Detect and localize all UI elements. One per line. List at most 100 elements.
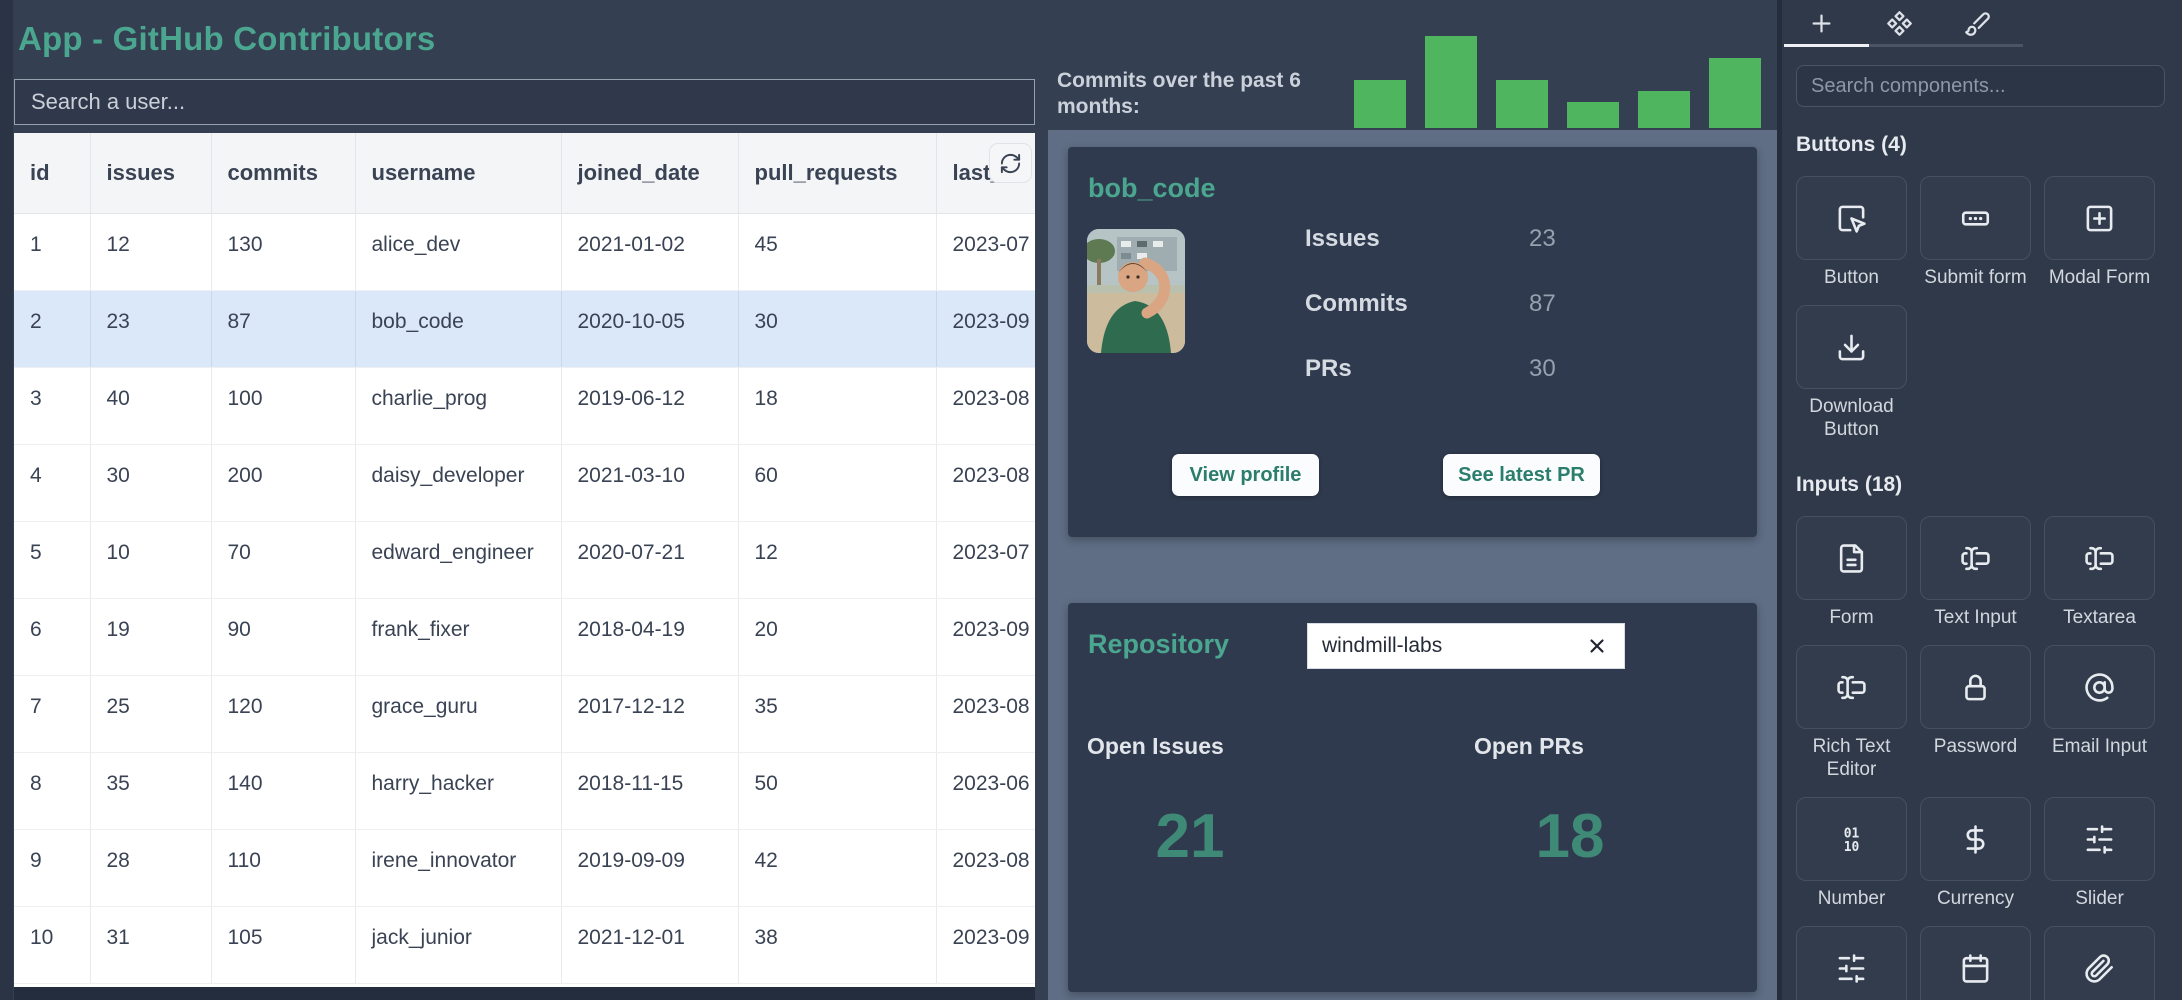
palette-item[interactable] [2044, 926, 2155, 1000]
stat-label: PRs [1305, 355, 1352, 382]
table-row[interactable]: 5 10 70 edward_engineer 2020-07-21 12 2023-07 [14, 521, 1035, 599]
palette-item[interactable]: Password [1920, 645, 2031, 781]
table-cell: 2021-01-02 [561, 213, 739, 291]
component-tile[interactable] [2044, 516, 2155, 600]
column-header: pull_requests [738, 133, 937, 214]
contributors-table: id issues commits username joined_date pull_r… [14, 133, 1035, 1000]
table-row[interactable]: 9 28 110 irene_innovator 2019-09-09 42 2023-08 [14, 829, 1035, 907]
component-tile[interactable] [1920, 516, 2031, 600]
component-label: Modal Form [2048, 267, 2151, 288]
component-tile[interactable] [1796, 516, 1907, 600]
component-tile[interactable] [2044, 797, 2155, 881]
component-label: Number [1817, 888, 1886, 909]
component-tile[interactable] [1796, 926, 1907, 1000]
palette-item[interactable] [1920, 926, 2031, 1000]
palette-item[interactable]: Rich Text Editor [1796, 645, 1907, 781]
repository-card: Repository Open Issues Open PRs 21 18 [1068, 603, 1757, 992]
avatar [1087, 229, 1185, 353]
component-tile[interactable] [1920, 176, 2031, 260]
table-row[interactable]: 1 12 130 alice_dev 2021-01-02 45 2023-07 [14, 213, 1035, 291]
sidebar-tab[interactable] [1938, 0, 2016, 47]
tab-icon [1964, 10, 1991, 37]
component-tile[interactable] [1920, 797, 2031, 881]
refresh-button[interactable] [989, 143, 1032, 183]
sidebar-tab[interactable] [1860, 0, 1938, 47]
see-latest-pr-button[interactable]: See latest PR [1443, 454, 1600, 496]
table-cell: 23 [90, 290, 212, 368]
user-stats: Issues 23 Commits 87 PRs 30 [1305, 225, 1605, 420]
column-header: username [355, 133, 562, 214]
table-cell: 60 [738, 444, 937, 522]
component-icon [2084, 953, 2115, 984]
table-cell: 2023-09 [936, 906, 1035, 984]
palette-item[interactable]: Submit form [1920, 176, 2031, 289]
column-header: id [14, 133, 91, 214]
palette-item[interactable]: Modal Form [2044, 176, 2155, 289]
table-row[interactable]: 6 19 90 frank_fixer 2018-04-19 20 2023-09 [14, 598, 1035, 676]
table-cell: 6 [14, 598, 91, 676]
table-cell: 2 [14, 290, 91, 368]
stat-row: Issues 23 [1305, 225, 1605, 290]
component-icon [1836, 543, 1867, 574]
palette-item[interactable]: Button [1796, 176, 1907, 289]
component-tile[interactable] [1796, 305, 1907, 389]
component-label: Slider [2075, 888, 2124, 909]
stat-label: Issues [1305, 225, 1380, 252]
component-search-input[interactable] [1796, 65, 2165, 107]
table-cell: harry_hacker [355, 752, 562, 830]
component-tile[interactable] [2044, 176, 2155, 260]
component-tile[interactable] [1796, 797, 1907, 881]
table-cell: jack_junior [355, 906, 562, 984]
component-tile[interactable] [1920, 926, 2031, 1000]
tabbar-underline [1869, 44, 2023, 47]
repository-input[interactable] [1322, 634, 1584, 658]
palette-item[interactable]: Download Button [1796, 305, 1907, 441]
tab-icon [1886, 10, 1913, 37]
view-profile-button[interactable]: View profile [1172, 454, 1319, 496]
palette-item[interactable]: Currency [1920, 797, 2031, 910]
page-title: App - GitHub Contributors [18, 20, 436, 57]
component-tile[interactable] [1796, 645, 1907, 729]
table-cell: 87 [211, 290, 356, 368]
open-issues-value: 21 [1155, 802, 1225, 871]
component-icon [2084, 824, 2115, 855]
table-cell: 2023-08 [936, 367, 1035, 445]
clear-input-button[interactable] [1584, 633, 1610, 659]
table-row[interactable]: 10 31 105 jack_junior 2021-12-01 38 2023-09 [14, 906, 1035, 984]
component-icon [2084, 672, 2115, 703]
table-cell: 3 [14, 367, 91, 445]
table-row[interactable]: 2 23 87 bob_code 2020-10-05 30 2023-09 [14, 290, 1035, 368]
user-card: bob_code [1068, 147, 1757, 537]
table-cell: 2023-08 [936, 829, 1035, 907]
table-row[interactable]: 7 25 120 grace_guru 2017-12-12 35 2023-08 [14, 675, 1035, 753]
table-cell: 30 [90, 444, 212, 522]
user-search-input[interactable] [14, 79, 1035, 125]
palette-item[interactable]: Textarea [2044, 516, 2155, 629]
detail-panel: bob_code [1048, 130, 1777, 1000]
commit-bar [1496, 80, 1548, 128]
table-cell: 50 [738, 752, 937, 830]
table-cell: 140 [211, 752, 356, 830]
palette-item[interactable]: Email Input [2044, 645, 2155, 781]
palette-item[interactable]: Number [1796, 797, 1907, 910]
palette-item[interactable]: Slider [2044, 797, 2155, 910]
component-tile[interactable] [1796, 176, 1907, 260]
palette-item[interactable]: Text Input [1920, 516, 2031, 629]
table-row[interactable]: 3 40 100 charlie_prog 2019-06-12 18 2023-08 [14, 367, 1035, 445]
palette-item[interactable] [1796, 926, 1907, 1000]
commit-bar [1354, 80, 1406, 128]
table-cell: 2021-03-10 [561, 444, 739, 522]
table-row[interactable]: 4 30 200 daisy_developer 2021-03-10 60 2023-08 [14, 444, 1035, 522]
table-row[interactable]: 8 35 140 harry_hacker 2018-11-15 50 2023-06 [14, 752, 1035, 830]
table-header-row: id issues commits username joined_date pull_r… [14, 133, 1035, 214]
palette-section-title: Inputs (18) [1796, 473, 1903, 496]
component-tile[interactable] [1920, 645, 2031, 729]
stat-value: 30 [1529, 355, 1556, 382]
component-label: Form [1829, 607, 1874, 628]
table-cell: 42 [738, 829, 937, 907]
sidebar-tab[interactable] [1782, 0, 1860, 47]
component-tile[interactable] [2044, 926, 2155, 1000]
palette-item[interactable]: Form [1796, 516, 1907, 629]
component-tile[interactable] [2044, 645, 2155, 729]
